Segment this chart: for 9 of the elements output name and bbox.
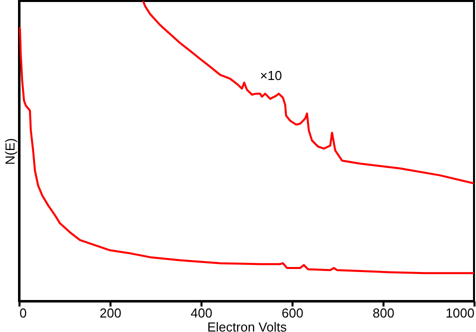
- annotation: ×10: [260, 68, 282, 83]
- x-tick-label: 1000: [446, 306, 474, 320]
- y-axis-title: N(E): [2, 138, 18, 165]
- x-tick-label: 800: [372, 306, 394, 320]
- x-tick-label: 0: [20, 306, 27, 320]
- x-axis-title: Electron Volts: [207, 320, 288, 332]
- x-tick-label: 200: [100, 306, 122, 320]
- x-tick-label: 400: [190, 306, 212, 320]
- x-tick-label: 600: [282, 306, 304, 320]
